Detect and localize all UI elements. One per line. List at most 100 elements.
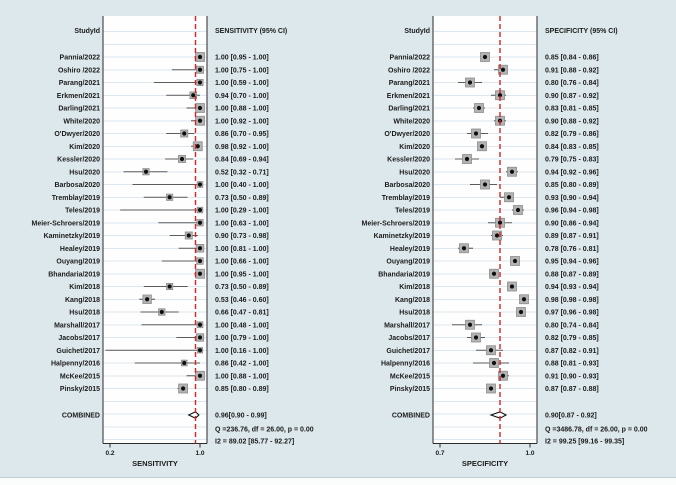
- point-estimate: [195, 144, 200, 149]
- combined-label: COMBINED: [392, 413, 430, 420]
- point-estimate: [197, 54, 203, 60]
- x-tick-label: 1.0: [525, 450, 534, 457]
- study-label: White/2020: [63, 118, 100, 125]
- point-estimate: [197, 348, 203, 353]
- study-label: Erkmen/2021: [387, 93, 430, 100]
- point-estimate: [476, 105, 482, 111]
- study-label: Hsu/2020: [69, 169, 100, 176]
- study-label: Erkmen/2021: [57, 93, 100, 100]
- estimate-text: 0.97 [0.96 - 0.98]: [545, 310, 599, 317]
- study-label: Kim/2018: [399, 284, 430, 291]
- point-estimate: [482, 182, 488, 187]
- estimate-text: 1.00 [0.81 - 1.00]: [215, 246, 269, 253]
- point-estimate: [473, 131, 479, 136]
- estimate-text: 0.93 [0.90 - 0.94]: [545, 195, 599, 202]
- point-estimate: [186, 233, 191, 238]
- x-axis-title: SENSITIVITY: [132, 459, 178, 468]
- estimate-text: 0.87 [0.82 - 0.91]: [545, 348, 599, 355]
- estimate-text: 1.00 [0.63 - 1.00]: [215, 220, 269, 227]
- estimate-text: 0.83 [0.81 - 0.85]: [545, 106, 599, 113]
- study-label: Jacobs/2017: [58, 335, 100, 342]
- study-label: Darling/2021: [388, 106, 430, 113]
- estimate-text: 0.66 [0.47 - 0.81]: [215, 310, 269, 317]
- study-label: Darling/2021: [58, 106, 100, 113]
- point-estimate: [182, 360, 187, 366]
- heterogeneity-text: Q =3486.78, df = 26.00, p = 0.00: [545, 427, 648, 434]
- study-label: Oshiro /2022: [58, 67, 100, 74]
- study-label: Kaminetzky/2019: [374, 233, 431, 240]
- study-label: Teles/2019: [65, 208, 100, 215]
- study-label: Barbosa/2020: [54, 182, 100, 189]
- study-label: Hsu/2020: [399, 169, 430, 176]
- point-estimate: [512, 258, 518, 264]
- point-estimate: [181, 386, 186, 391]
- combined-estimate-text: 0.96[0.90 - 0.99]: [215, 413, 267, 420]
- point-estimate: [197, 67, 203, 72]
- estimate-text: 0.88 [0.81 - 0.93]: [545, 361, 599, 368]
- estimate-text: 0.73 [0.50 - 0.89]: [215, 284, 269, 291]
- estimate-text: 1.00 [0.79 - 1.00]: [215, 335, 269, 342]
- point-estimate: [461, 246, 467, 251]
- estimate-text: 0.90 [0.86 - 0.94]: [545, 220, 599, 227]
- estimate-text: 0.73 [0.50 - 0.89]: [215, 195, 269, 202]
- point-estimate: [182, 131, 187, 136]
- study-label: Kim/2018: [69, 284, 100, 291]
- point-estimate: [488, 386, 494, 391]
- study-label: McKee/2015: [60, 373, 100, 380]
- combined-label: COMBINED: [62, 413, 100, 420]
- point-estimate: [197, 322, 203, 327]
- point-estimate: [467, 322, 473, 327]
- point-estimate: [159, 309, 164, 315]
- point-estimate: [467, 80, 473, 85]
- estimate-text: 0.85 [0.80 - 0.89]: [545, 182, 599, 189]
- point-estimate: [167, 284, 172, 289]
- study-label: Barbosa/2020: [384, 182, 430, 189]
- estimate-text: 1.00 [0.29 - 1.00]: [215, 208, 269, 215]
- point-estimate: [482, 54, 488, 60]
- estimate-text: 0.53 [0.46 - 0.60]: [215, 297, 269, 304]
- study-label: Hsu/2018: [69, 310, 100, 317]
- study-label: Marshall/2017: [54, 322, 100, 329]
- x-axis-title: SPECIFICITY: [462, 459, 508, 468]
- x-tick-label: 1.0: [195, 450, 204, 457]
- point-estimate: [479, 144, 485, 149]
- point-estimate: [197, 246, 203, 251]
- estimate-text: 0.94 [0.70 - 1.00]: [215, 93, 269, 100]
- point-estimate: [515, 207, 521, 213]
- study-label: Meier-Schroers/2019: [362, 220, 431, 227]
- study-label: Marshall/2017: [384, 322, 430, 329]
- heterogeneity-text: Q =236.76, df = 26.00, p = 0.00: [215, 427, 314, 434]
- estimate-text: 0.98 [0.92 - 1.00]: [215, 144, 269, 151]
- estimate-text: 0.52 [0.32 - 0.71]: [215, 169, 269, 176]
- point-estimate: [488, 348, 494, 353]
- point-estimate: [491, 360, 497, 366]
- estimate-column-header: SPECIFICITY (95% CI): [545, 28, 618, 35]
- study-label: Pinsky/2015: [390, 386, 430, 393]
- combined-diamond: [489, 411, 508, 419]
- point-estimate: [179, 156, 185, 162]
- combined-diamond: [187, 411, 200, 419]
- estimate-text: 0.84 [0.83 - 0.85]: [545, 144, 599, 151]
- study-column-header: StudyId: [404, 28, 430, 35]
- study-label: Oshiro /2022: [388, 67, 430, 74]
- estimate-text: 0.88 [0.87 - 0.89]: [545, 271, 599, 278]
- point-estimate: [191, 93, 196, 98]
- point-estimate: [197, 271, 203, 276]
- estimate-text: 1.00 [0.48 - 1.00]: [215, 322, 269, 329]
- estimate-text: 0.90 [0.88 - 0.92]: [545, 118, 599, 125]
- study-label: Kessler/2020: [387, 157, 430, 164]
- estimate-text: 0.78 [0.76 - 0.81]: [545, 246, 599, 253]
- study-label: Kang/2018: [395, 297, 430, 304]
- estimate-text: 1.00 [0.95 - 1.00]: [215, 55, 269, 62]
- estimate-text: 0.90 [0.73 - 0.98]: [215, 233, 269, 240]
- study-label: Jacobs/2017: [388, 335, 430, 342]
- study-label: Bhandaria/2019: [48, 271, 100, 278]
- point-estimate: [197, 335, 203, 340]
- study-label: Pannia/2022: [60, 55, 101, 62]
- estimate-text: 0.95 [0.94 - 0.96]: [545, 259, 599, 266]
- point-estimate: [197, 207, 203, 213]
- plot-area: [433, 16, 537, 444]
- study-label: Hsu/2018: [399, 310, 430, 317]
- study-label: Tremblay/2019: [382, 195, 430, 202]
